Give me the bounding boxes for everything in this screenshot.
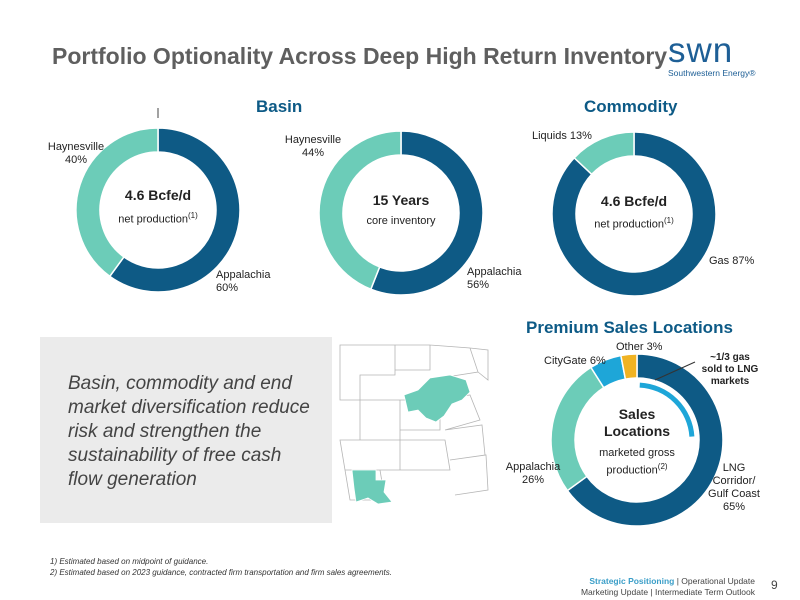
d4-label-appalachia: Appalachia 26% (498, 461, 568, 487)
logo-wordmark: swn (668, 31, 734, 70)
d3-center-sub: net production(1) (574, 216, 694, 231)
basin-inventory-slice-haynesville (318, 130, 402, 291)
d3-label-liquids: Liquids 13% (532, 130, 592, 142)
footer-nav-rest[interactable]: | Operational Update (674, 576, 755, 586)
footnote-1: 1) Estimated based on midpoint of guidan… (50, 557, 209, 566)
d4-center-main: Sales Locations (577, 406, 697, 440)
d2-label-appalachia: Appalachia 56% (467, 266, 527, 292)
basin-heading: Basin (256, 97, 303, 116)
lng-callout: ~1/3 gas sold to LNG markets (690, 352, 770, 388)
d1-appalachia-text: Appalachia (216, 269, 271, 281)
basin-inventory-slice-appalachia (369, 130, 484, 296)
sales-locations-slice-other (620, 353, 638, 380)
d2-appalachia-text: Appalachia (467, 266, 522, 278)
commodity-slice-gas (551, 131, 717, 297)
d4-label-lng: LNG Corridor/ Gulf Coast 65% (699, 462, 769, 514)
d3-center-sub-text: net production (594, 218, 664, 231)
d4-label-other: Other 3% (616, 341, 663, 353)
d4-center-sub: marketed gross production(2) (577, 447, 697, 478)
sales-locations-slice-lng-corridor-gulf-coast (566, 353, 724, 527)
d3-center-main: 4.6 Bcfe/d (600, 193, 668, 209)
basin-production-slice-appalachia (108, 127, 241, 293)
swn-logo: swn Southwestern Energy® (668, 31, 768, 78)
diversification-quote: Basin, commodity and end market diversif… (68, 373, 310, 490)
d2-center-main: 15 Years (372, 192, 430, 208)
d1-label-haynesville: Haynesville 40% (42, 141, 110, 167)
d1-label-appalachia: Appalachia 60% (216, 269, 276, 295)
d4-label-citygate: CityGate 6% (544, 355, 606, 367)
quote-panel (40, 337, 332, 523)
appalachia-region (403, 374, 471, 423)
logo-tagline: Southwestern Energy® (668, 68, 756, 78)
footer-nav-active[interactable]: Strategic Positioning (589, 576, 675, 586)
footer-nav-line2[interactable]: Marketing Update | Intermediate Term Out… (580, 587, 755, 597)
callout-l2: sold to LNG (701, 364, 759, 375)
d4-lng-l3: Gulf Coast (708, 488, 760, 500)
footer-nav-line1: Strategic Positioning | Operational Upda… (555, 576, 755, 587)
us-map (332, 337, 490, 523)
d2-haynesville-value: 44% (301, 147, 325, 159)
commodity-heading: Commodity (584, 97, 678, 116)
d4-appalachia-value: 26% (521, 474, 545, 486)
d2-appalachia-value: 56% (467, 279, 490, 291)
d1-haynesville-value: 40% (64, 154, 88, 166)
callout-l1: ~1/3 gas (710, 352, 750, 363)
d1-haynesville-text: Haynesville (47, 141, 105, 153)
footnote-2: 2) Estimated based on 2023 guidance, con… (50, 568, 392, 577)
basin-production-slice-haynesville (75, 127, 159, 278)
commodity-slice-liquids (573, 131, 635, 176)
lng-share-arc (639, 382, 695, 437)
footnotes: 1) Estimated based on midpoint of guidan… (50, 556, 392, 578)
d4-center-sup: (2) (657, 462, 668, 471)
lng-callout-leader (654, 361, 696, 381)
page-title: Portfolio Optionality Across Deep High R… (52, 43, 668, 69)
haynesville-region (351, 469, 393, 505)
d3-label-gas: Gas 87% (709, 255, 755, 267)
d4-center-l2: Locations (603, 423, 671, 439)
d4-center-sub-l1: marketed gross (599, 447, 675, 459)
d4-center-l1: Sales (618, 406, 656, 422)
footer-navigation: Strategic Positioning | Operational Upda… (555, 576, 755, 598)
d1-center-sup: (1) (187, 211, 198, 220)
d4-lng-value: 65% (722, 501, 746, 513)
d2-label-haynesville: Haynesville 44% (273, 134, 353, 160)
d4-lng-l2: Corridor/ (712, 475, 756, 487)
d2-center-sub: core inventory (366, 215, 436, 227)
d2-haynesville-text: Haynesville (284, 134, 342, 146)
sales-heading: Premium Sales Locations (526, 318, 733, 337)
d1-appalachia-value: 60% (216, 282, 239, 294)
callout-l3: markets (710, 376, 750, 387)
d1-center-sub-text: net production (118, 213, 188, 226)
d4-appalachia-text: Appalachia (505, 461, 561, 473)
d1-center-sub: net production(1) (98, 211, 218, 226)
d4-lng-l1: LNG (722, 462, 746, 474)
d1-center-main: 4.6 Bcfe/d (124, 187, 192, 203)
d3-center-sup: (1) (663, 216, 674, 225)
page-number: 9 (771, 578, 778, 592)
d4-center-sub-l2: production (606, 464, 658, 477)
